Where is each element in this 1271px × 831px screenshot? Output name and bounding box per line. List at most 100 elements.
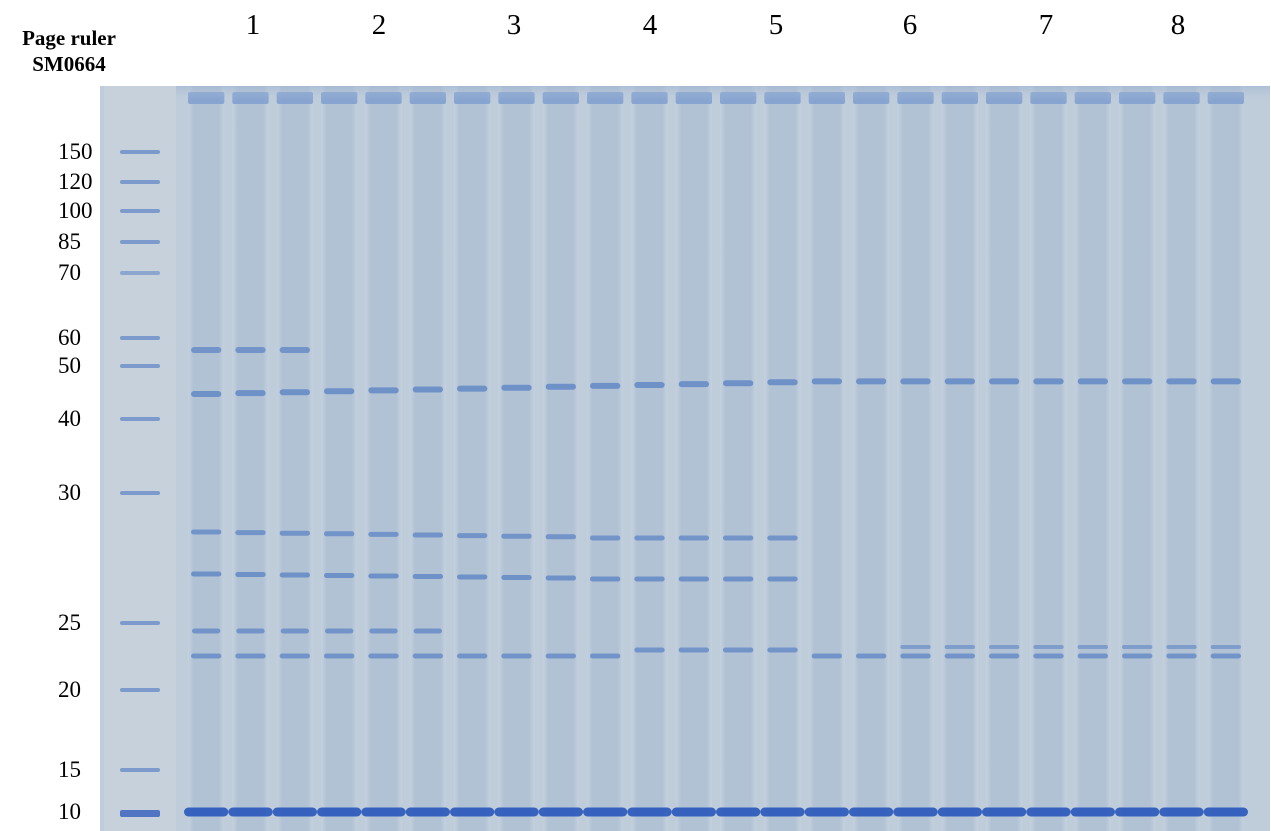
- gel-band: [235, 572, 266, 577]
- gel-band: [989, 645, 1020, 649]
- gel-band: [545, 575, 576, 581]
- lane-label: 5: [768, 9, 784, 41]
- gel-lane: [941, 86, 978, 831]
- gel-band: [634, 535, 665, 541]
- gel-band: [324, 573, 355, 578]
- gel-band: [501, 575, 532, 580]
- gel-band: [678, 647, 709, 653]
- gel-lane: [808, 86, 845, 831]
- gel-band: [191, 529, 222, 535]
- gel-band: [368, 387, 399, 394]
- mw-label: 85: [58, 229, 81, 254]
- gel-band: [944, 378, 975, 385]
- gel-lane: [675, 86, 712, 831]
- gel-band: [583, 807, 628, 817]
- gel-band: [856, 378, 887, 385]
- mw-label: 100: [58, 198, 93, 223]
- gel-band: [723, 576, 754, 582]
- sample-lanes: [188, 86, 1244, 831]
- gel-band: [671, 807, 716, 817]
- gel-band: [1077, 645, 1108, 649]
- ladder-band: [120, 209, 160, 213]
- lane-label: 7: [1038, 9, 1054, 41]
- gel-band: [501, 653, 532, 659]
- gel-lane: [321, 86, 358, 831]
- ladder-band: [120, 336, 160, 340]
- gel-band: [982, 807, 1027, 817]
- gel-band: [1122, 645, 1153, 649]
- gel-band: [412, 532, 443, 538]
- gel-band: [678, 535, 709, 541]
- gel-band: [538, 807, 583, 817]
- gel-band: [989, 378, 1020, 385]
- gel-band: [1203, 807, 1248, 817]
- gel-lane: [498, 86, 535, 831]
- mw-label: 15: [58, 757, 81, 782]
- gel-band: [716, 807, 761, 817]
- gel-lane: [409, 86, 446, 831]
- gel-band: [545, 653, 576, 659]
- gel-band: [900, 645, 931, 649]
- gel-band: [279, 653, 310, 659]
- lane-label: 3: [506, 9, 522, 41]
- gel-band: [944, 653, 975, 659]
- gel-band: [804, 807, 849, 817]
- ladder-band: [120, 768, 160, 772]
- gel-band: [501, 533, 532, 539]
- ladder-band: [120, 688, 160, 692]
- gel-lane: [1207, 86, 1244, 831]
- gel-band: [590, 653, 621, 659]
- gel-band: [937, 807, 982, 817]
- lane-label: 1: [245, 9, 261, 41]
- gel-band: [989, 653, 1020, 659]
- mw-label: 120: [58, 169, 93, 194]
- gel-band: [767, 576, 798, 582]
- gel-band: [545, 383, 576, 390]
- gel-band: [412, 653, 443, 659]
- gel-band: [634, 647, 665, 653]
- gel-band: [368, 653, 399, 659]
- gel-band: [236, 628, 265, 634]
- gel-band: [501, 384, 532, 391]
- gel-band: [1166, 653, 1197, 659]
- lane-label: 6: [902, 9, 918, 41]
- gel-lane: [1030, 86, 1067, 831]
- gel-lane: [1163, 86, 1200, 831]
- gel-band: [361, 807, 406, 817]
- gel-band: [678, 381, 709, 388]
- gel-lane: [232, 86, 269, 831]
- gel-band: [634, 576, 665, 582]
- ladder-lane: [104, 86, 176, 831]
- gel-band: [849, 807, 894, 817]
- gel-band: [627, 807, 672, 817]
- lane-label: 2: [371, 9, 387, 41]
- gel-band: [191, 391, 222, 397]
- gel-band: [1033, 653, 1064, 659]
- ladder-title-line2: SM0664: [32, 52, 106, 76]
- gel-band: [413, 628, 442, 634]
- gel-band: [192, 628, 221, 634]
- gel-band: [325, 628, 354, 634]
- ladder-band: [120, 621, 160, 625]
- gel-band: [272, 807, 317, 817]
- gel-band: [1159, 807, 1204, 817]
- gel-lane: [365, 86, 402, 831]
- gel-band: [228, 807, 273, 817]
- gel-band: [279, 572, 310, 578]
- gel-lane: [631, 86, 668, 831]
- gel-band: [723, 535, 754, 541]
- gel-band: [678, 576, 709, 582]
- gel-band: [235, 530, 266, 536]
- gel-band: [450, 807, 495, 817]
- gel-band: [457, 533, 488, 539]
- gel-band: [1210, 653, 1241, 659]
- gel-band: [900, 653, 931, 659]
- gel-band: [545, 534, 576, 540]
- gel-band: [767, 647, 798, 653]
- gel-band: [590, 576, 621, 582]
- lane-label: 4: [642, 9, 658, 41]
- ladder-band: [120, 364, 160, 368]
- gel-band: [900, 378, 931, 385]
- gel-lane: [853, 86, 890, 831]
